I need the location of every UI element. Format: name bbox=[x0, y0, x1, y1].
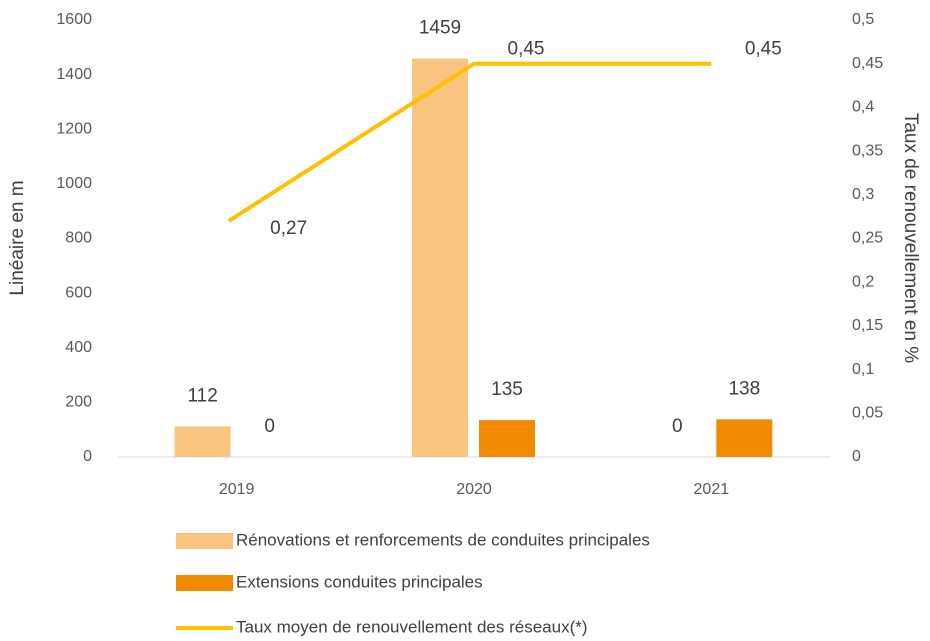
y-tick-label: 800 bbox=[65, 230, 92, 247]
bar bbox=[479, 420, 535, 457]
data-label: 1459 bbox=[419, 18, 461, 39]
y-axis-title: Linéaire en m bbox=[7, 180, 28, 295]
legend-label: Taux moyen de renouvellement des réseaux… bbox=[236, 617, 588, 636]
y2-tick-label: 0,5 bbox=[852, 11, 874, 28]
y2-tick-label: 0,25 bbox=[852, 230, 883, 247]
x-tick-label: 2021 bbox=[694, 481, 730, 498]
y-tick-label: 600 bbox=[65, 284, 92, 301]
y2-tick-label: 0 bbox=[852, 448, 861, 465]
data-label: 112 bbox=[188, 385, 218, 406]
data-label: 0 bbox=[672, 416, 683, 437]
y2-tick-label: 0,1 bbox=[852, 361, 874, 378]
y2-tick-label: 0,05 bbox=[852, 405, 883, 422]
data-label: 0,27 bbox=[270, 218, 307, 239]
y-tick-label: 1200 bbox=[56, 120, 92, 137]
bar bbox=[716, 419, 773, 457]
y-tick-label: 1400 bbox=[56, 66, 92, 83]
y2-tick-label: 0,45 bbox=[852, 55, 883, 72]
y2-tick-label: 0,15 bbox=[852, 317, 883, 334]
data-label: 0 bbox=[264, 416, 275, 437]
y-tick-label: 400 bbox=[65, 339, 92, 356]
y2-axis-title: Taux de renouvellement en % bbox=[900, 113, 921, 363]
x-tick-label: 2019 bbox=[219, 481, 255, 498]
y2-tick-label: 0,3 bbox=[852, 186, 874, 203]
y-tick-label: 0 bbox=[83, 448, 92, 465]
bar bbox=[412, 58, 468, 458]
legend-swatch bbox=[176, 575, 233, 591]
y-tick-label: 1600 bbox=[56, 11, 92, 28]
bar bbox=[174, 426, 231, 457]
data-label: 138 bbox=[728, 378, 760, 399]
data-label: 0,45 bbox=[508, 39, 545, 60]
legend-label: Rénovations et renforcements de conduite… bbox=[236, 530, 650, 549]
y2-tick-label: 0,4 bbox=[852, 99, 874, 116]
y-tick-label: 1000 bbox=[56, 175, 92, 192]
legend-label: Extensions conduites principales bbox=[236, 572, 483, 591]
data-label: 0,45 bbox=[745, 39, 782, 60]
line bbox=[227, 61, 712, 223]
x-tick-label: 2020 bbox=[456, 481, 492, 498]
y-tick-label: 200 bbox=[65, 394, 92, 411]
data-label: 135 bbox=[491, 379, 523, 400]
y2-tick-label: 0,35 bbox=[852, 142, 883, 159]
legend-swatch bbox=[176, 533, 233, 549]
y2-tick-label: 0,2 bbox=[852, 273, 874, 290]
